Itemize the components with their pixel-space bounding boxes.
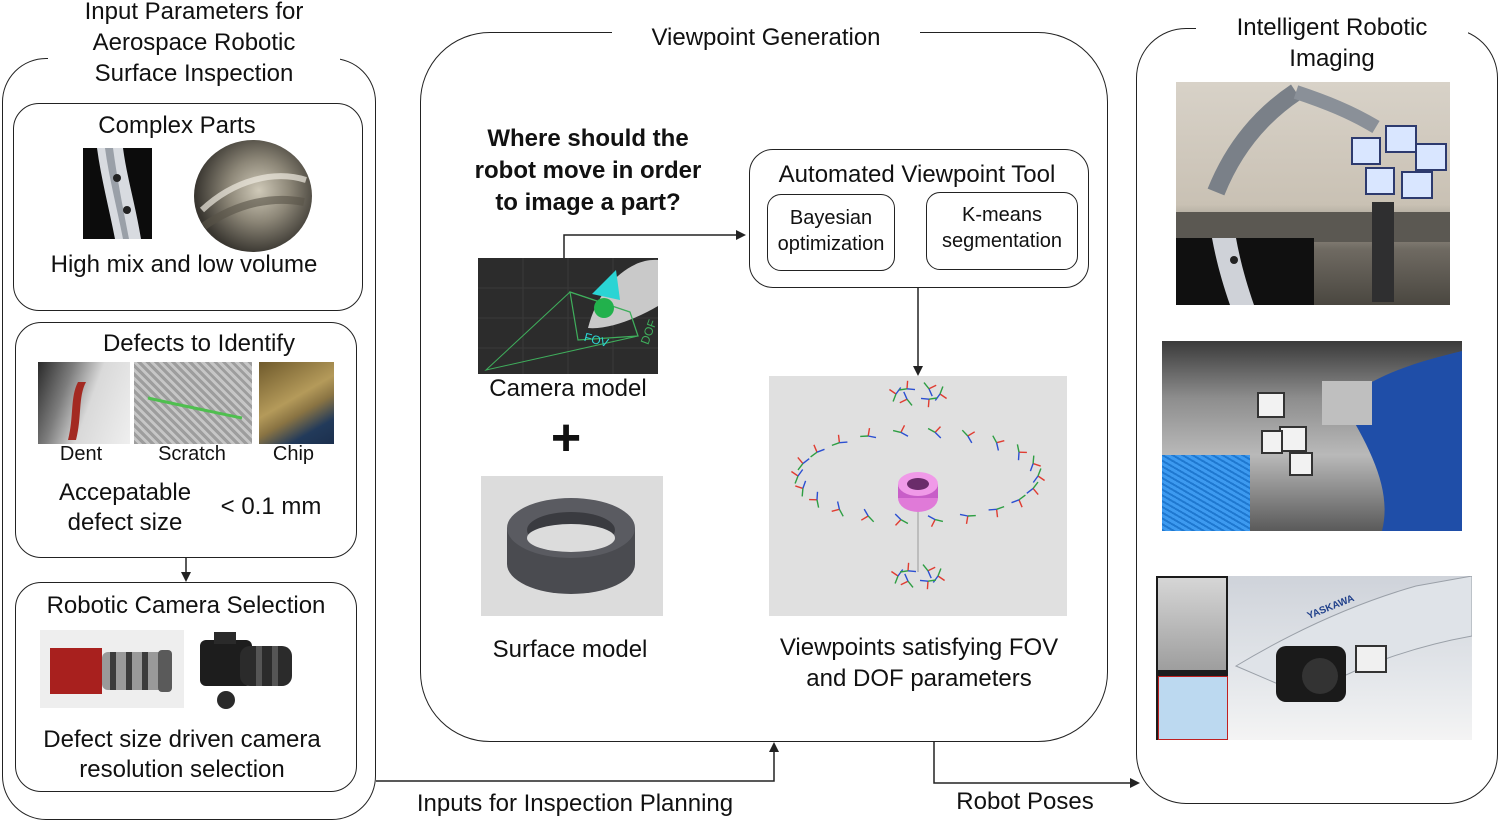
viewpoint-generation-title: Viewpoint Generation — [612, 22, 920, 53]
dslr-camera-image — [196, 626, 296, 712]
intelligent-imaging-title: Intelligent Robotic Imaging — [1196, 12, 1468, 74]
viewpoint-frame — [831, 434, 848, 447]
viewpoint-frame — [927, 515, 944, 528]
viewpoint-frame — [900, 573, 914, 588]
camera-selection-caption: Defect size driven camera resolution sel… — [43, 726, 321, 783]
viewpoint-frame — [899, 391, 913, 406]
robot-blue-arm-photo — [1162, 341, 1462, 531]
complex-parts-caption: High mix and low volume — [50, 251, 318, 278]
arrow-camera-to-tool — [563, 230, 746, 258]
viewpoints-label: Viewpoints satisfying FOV and DOF parame… — [779, 634, 1059, 692]
viewpoint-frame — [922, 564, 936, 579]
viewpoint-frame — [809, 491, 820, 508]
viewpoint-frame — [1026, 481, 1039, 496]
bracket-part-image — [83, 148, 152, 239]
camera-model-render: FOV DOF — [478, 258, 658, 374]
defect-label-chip: Chip — [272, 443, 315, 465]
viewpoint-frame — [927, 426, 942, 439]
viewpoint-frame — [920, 397, 938, 408]
viewpoint-frame — [923, 382, 937, 397]
viewpoint-frame — [988, 505, 1005, 518]
viewpoint-frame — [959, 513, 976, 525]
viewpoint-frame — [860, 508, 875, 523]
textured-surface-inset — [1162, 455, 1250, 531]
robot-ring-light-photo — [1176, 82, 1450, 305]
viewpoint-frame — [961, 429, 976, 444]
inspection-inset-image — [1156, 576, 1228, 740]
robot-poses-label: Robot Poses — [956, 788, 1094, 815]
viewpoint-frame — [892, 424, 909, 437]
curved-panel-part-image — [194, 140, 312, 252]
viewpoint-frame — [932, 568, 945, 583]
surface-model-label: Surface model — [492, 636, 648, 663]
plus-sign: + — [550, 409, 582, 467]
viewpoints-render — [769, 376, 1067, 616]
viewpoint-frame — [934, 386, 947, 401]
surface-model-render — [481, 476, 663, 616]
viewpoint-frame — [894, 513, 909, 526]
viewpoint-frame — [1032, 468, 1045, 483]
inputs-for-inspection-planning-label: Inputs for Inspection Planning — [416, 790, 734, 817]
acceptable-defect-size-label: Accepatable defect size — [58, 479, 192, 536]
viewpoint-frame — [831, 501, 844, 517]
part-inset-image — [1176, 238, 1314, 305]
yaskawa-robot-photo: YASKAWA — [1156, 576, 1472, 740]
bayesian-optimization-label: Bayesian optimization — [777, 207, 885, 255]
viewpoint-frame — [1016, 444, 1027, 461]
viewpoint-frame — [899, 562, 917, 573]
viewpoint-frame — [797, 456, 810, 471]
viewpoint-frame — [919, 579, 937, 590]
guiding-question: Where should the robot move in order to … — [474, 125, 702, 216]
automated-viewpoint-tool-heading: Automated Viewpoint Tool — [778, 161, 1056, 188]
viewpoint-frame — [898, 380, 916, 391]
arrow-inputs-to-planning — [376, 742, 779, 782]
defect-label-scratch: Scratch — [158, 443, 226, 465]
viewpoint-frame — [860, 427, 877, 439]
defect-label-dent: Dent — [59, 443, 103, 465]
viewpoint-frame — [795, 480, 807, 497]
chip-defect-image — [259, 362, 334, 444]
arrow-robot-poses — [933, 742, 1140, 788]
dent-defect-image — [38, 362, 130, 444]
machine-vision-camera-image — [40, 630, 184, 708]
complex-parts-heading: Complex Parts — [98, 112, 256, 139]
viewpoint-frame — [1029, 455, 1041, 472]
viewpoint-frame — [1011, 494, 1026, 508]
camera-selection-heading: Robotic Camera Selection — [46, 592, 326, 619]
kmeans-segmentation-label: K-means segmentation — [941, 204, 1063, 252]
viewpoint-frame — [891, 569, 904, 584]
camera-model-label: Camera model — [489, 375, 647, 402]
viewpoint-frame — [992, 435, 1005, 451]
viewpoint-frame — [810, 444, 825, 458]
bayesian-optimization-box — [767, 194, 895, 271]
input-parameters-title: Input Parameters for Aerospace Robotic S… — [48, 0, 340, 89]
scratch-defect-image — [134, 362, 252, 444]
viewpoint-frame — [791, 469, 804, 484]
viewpoint-frame — [889, 387, 902, 402]
kmeans-segmentation-box — [926, 192, 1078, 270]
acceptable-defect-size-value: < 0.1 mm — [220, 493, 322, 520]
defects-heading: Defects to Identify — [102, 330, 296, 357]
